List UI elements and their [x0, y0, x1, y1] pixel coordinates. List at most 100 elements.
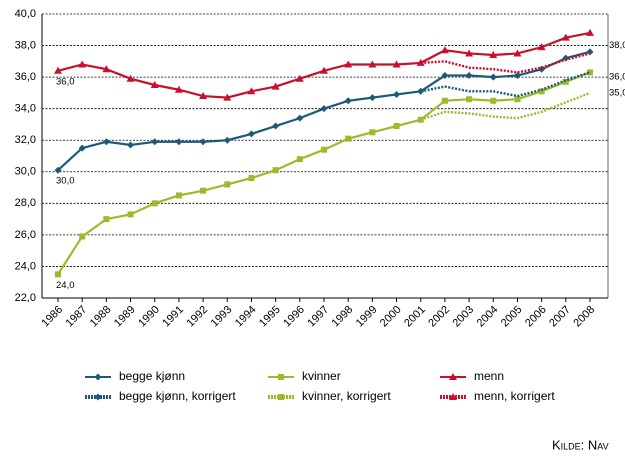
point [538, 88, 545, 95]
point [490, 97, 497, 104]
x-tick-label: 1990 [136, 304, 162, 330]
point [247, 87, 256, 95]
point [441, 72, 449, 80]
series-line [57, 71, 591, 275]
point [247, 130, 255, 138]
point [200, 187, 207, 194]
legend-marker [94, 373, 102, 381]
point [175, 138, 183, 146]
x-tick-label: 2001 [402, 304, 428, 330]
x-tick-label: 1997 [305, 304, 331, 330]
legend-label: kvinner [302, 369, 341, 383]
point [562, 54, 570, 62]
point [223, 136, 231, 144]
point [151, 138, 159, 146]
y-tick-label: 34,0 [15, 103, 36, 115]
point [513, 49, 522, 57]
data-label: 24,0 [56, 280, 75, 291]
point [272, 167, 279, 174]
legend-marker [278, 394, 284, 400]
point [440, 46, 449, 54]
legend-marker [278, 374, 284, 380]
point [54, 166, 62, 174]
point [489, 73, 497, 81]
series-line [420, 91, 591, 121]
y-tick-label: 36,0 [15, 71, 36, 83]
x-tick-label: 1993 [209, 304, 235, 330]
point [514, 96, 521, 103]
point [368, 94, 376, 102]
point [321, 146, 327, 153]
y-tick-label: 22,0 [15, 292, 36, 304]
x-tick-label: 1991 [160, 304, 186, 330]
point [296, 156, 303, 163]
point [466, 96, 473, 103]
legend-marker [449, 373, 457, 380]
series-line [420, 71, 591, 98]
annotation: 38,0 [609, 40, 625, 51]
x-tick-label: 1994 [233, 304, 259, 330]
x-tick-label: 1992 [184, 304, 210, 330]
legend-marker [94, 393, 102, 401]
x-tick-label: 2003 [450, 304, 476, 330]
legend-label: begge kjønn [119, 369, 185, 383]
series-line [57, 31, 591, 99]
x-tick-label: 1995 [257, 304, 283, 330]
x-tick-label: 2007 [547, 304, 573, 330]
point [393, 123, 400, 130]
y-tick-label: 40,0 [15, 8, 36, 20]
annotation: 36,0 [609, 72, 625, 83]
y-tick-label: 38,0 [15, 39, 36, 51]
point [127, 211, 134, 218]
point [224, 181, 231, 188]
point [320, 66, 328, 74]
legend-label: kvinner, korrigert [302, 389, 391, 403]
x-tick-label: 2008 [571, 304, 597, 330]
point [586, 48, 594, 56]
point [78, 60, 87, 68]
point [561, 33, 570, 41]
point [199, 92, 208, 100]
point [79, 233, 86, 240]
annotation: 35,0 [609, 87, 625, 98]
point [369, 129, 376, 136]
point [441, 97, 448, 104]
point [54, 66, 62, 74]
point [344, 97, 352, 105]
x-tick-label: 1987 [64, 304, 90, 330]
x-tick-label: 1989 [112, 304, 138, 330]
point [465, 49, 474, 57]
point [295, 74, 304, 82]
y-tick-label: 26,0 [15, 229, 36, 241]
point [271, 82, 280, 90]
point [102, 138, 110, 146]
point [223, 93, 232, 101]
point [127, 141, 135, 149]
point [175, 192, 182, 199]
point [368, 60, 377, 68]
point [586, 28, 594, 36]
legend-label: menn [474, 369, 504, 383]
point [78, 144, 86, 152]
y-tick-label: 30,0 [15, 166, 36, 178]
data-label: 30,0 [56, 176, 75, 187]
x-tick-label: 2006 [523, 304, 549, 330]
point [248, 175, 255, 182]
point [537, 43, 546, 51]
x-tick-label: 2002 [426, 304, 452, 330]
y-tick-label: 24,0 [15, 260, 36, 272]
legend-marker [449, 393, 457, 400]
x-tick-label: 2000 [378, 304, 404, 330]
x-tick-label: 2004 [475, 304, 501, 330]
x-tick-label: 2005 [499, 304, 525, 330]
point [513, 72, 521, 80]
point [320, 105, 328, 113]
x-tick-label: 1999 [354, 304, 380, 330]
source: Kilde: Nav [552, 437, 609, 452]
y-tick-label: 28,0 [15, 197, 36, 209]
point [392, 60, 401, 68]
x-tick-label: 1986 [39, 304, 65, 330]
data-label: 36,0 [56, 76, 75, 87]
point [393, 90, 401, 98]
